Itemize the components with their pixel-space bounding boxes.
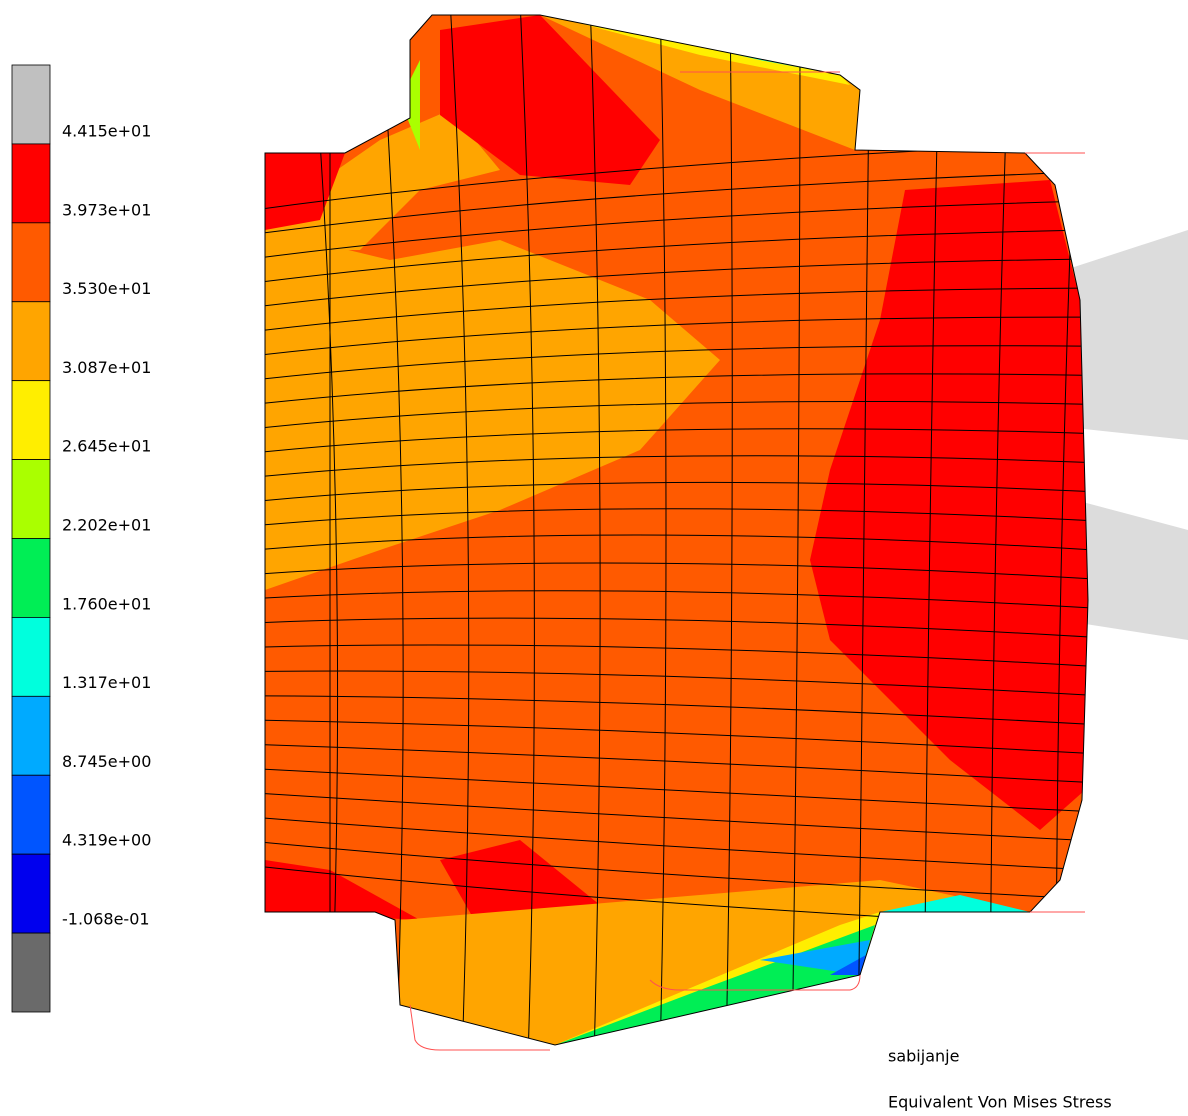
legend-label: 4.319e+00 (62, 831, 151, 850)
mesh-line (659, 15, 667, 1045)
mesh-line (265, 768, 1088, 813)
legend-label: 8.745e+00 (62, 752, 151, 771)
mesh-line (265, 401, 1088, 429)
mesh-line (265, 695, 1088, 726)
mesh-line (791, 15, 801, 1045)
mesh-line (265, 258, 1088, 308)
mesh-line (265, 316, 1088, 357)
legend-label: -1.068e-01 (62, 910, 150, 929)
legend-label: 2.645e+01 (62, 437, 151, 456)
contour-region (555, 912, 880, 1045)
mesh-line (265, 455, 1088, 478)
contour-region (265, 110, 500, 250)
mesh-line (379, 15, 404, 1045)
legend-label: 4.415e+01 (62, 122, 151, 141)
legend-band (11, 380, 51, 460)
legend-band (11, 538, 51, 618)
mesh-line (589, 15, 601, 1045)
case-name: sabijanje (888, 1047, 959, 1066)
legend-band (11, 143, 51, 224)
mesh-line (265, 719, 1088, 755)
mesh-line (265, 171, 1088, 235)
mesh-line (519, 15, 535, 1045)
legend-label: 3.087e+01 (62, 358, 151, 377)
mesh-line (265, 743, 1088, 784)
result-name: Equivalent Von Mises Stress (888, 1093, 1112, 1112)
mesh-line (265, 644, 1088, 667)
contour-region (265, 860, 420, 920)
contour-region (440, 15, 660, 185)
mesh-line (265, 200, 1088, 259)
mesh-line (265, 670, 1088, 696)
mesh-line (923, 15, 941, 1045)
legend-band (11, 64, 51, 145)
contour-region (265, 153, 345, 230)
mesh (265, 15, 1088, 1045)
mesh-line (449, 15, 470, 1045)
legend-label: 1.317e+01 (62, 673, 151, 692)
contour-region (540, 15, 860, 150)
legend-band (11, 853, 51, 934)
mesh-line (265, 481, 1088, 502)
contour-region (810, 180, 1088, 830)
legend-label: 1.760e+01 (62, 594, 151, 613)
body-outline (264, 14, 1089, 1046)
mesh-line (265, 345, 1088, 381)
contour-region (560, 18, 850, 85)
mesh-line (265, 508, 1088, 527)
mesh-line (265, 562, 1088, 580)
legend-band (11, 774, 51, 855)
mesh-line (309, 15, 339, 1045)
mesh-line (265, 229, 1088, 284)
mesh-line (265, 373, 1088, 405)
legend-label: 3.973e+01 (62, 200, 151, 219)
mesh-line (265, 617, 1088, 638)
mesh-line (265, 590, 1088, 609)
mesh-line (265, 792, 1088, 842)
mesh-line (265, 816, 1088, 871)
mesh-line (265, 287, 1088, 332)
mesh-line (265, 428, 1088, 454)
contour-region (830, 955, 866, 975)
legend: 4.415e+01 3.973e+01 3.530e+01 3.087e+01 2.64… (11, 64, 151, 1013)
legend-label: 2.202e+01 (62, 516, 151, 535)
legend-band (11, 932, 51, 1013)
legend-band (11, 695, 51, 776)
mesh-line (989, 15, 1011, 1045)
legend-band (11, 459, 51, 539)
legend-band (11, 222, 51, 303)
deformed-body (265, 15, 1088, 1045)
legend-band (11, 301, 51, 382)
mesh-line (265, 534, 1088, 551)
mesh-line (857, 15, 871, 1045)
mesh-line (725, 15, 733, 1045)
legend-label: 3.530e+01 (62, 279, 151, 298)
legend-band (11, 617, 51, 697)
contour-region (880, 895, 1030, 912)
mesh-line (265, 841, 1088, 900)
contour-region (760, 940, 870, 975)
undeformed-outline (409, 71, 1085, 1051)
